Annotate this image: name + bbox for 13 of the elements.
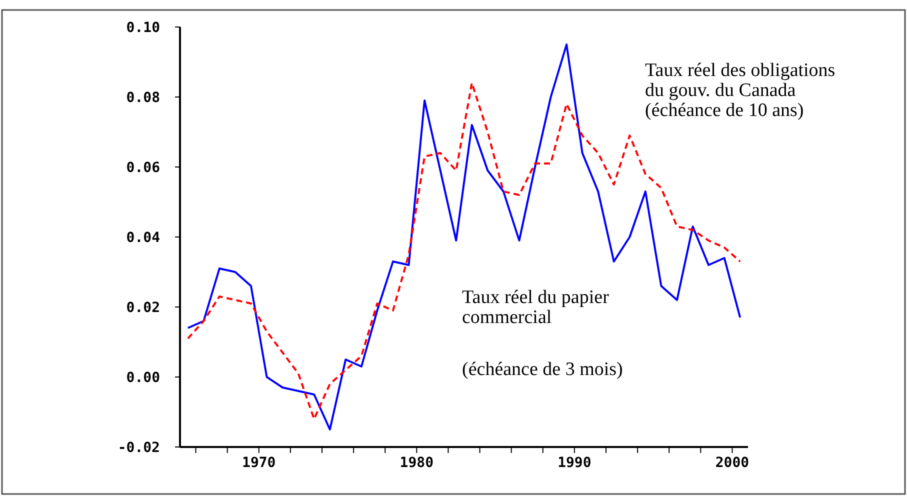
y-tick-label: 0.00 bbox=[126, 370, 160, 386]
series-label: Taux réel des obligations du gouv. du Canada (échéance de 10 ans) bbox=[645, 60, 836, 121]
x-tick-label: 1980 bbox=[400, 455, 434, 471]
y-tick-label: 0.06 bbox=[126, 160, 160, 176]
x-tick-label: 2000 bbox=[715, 455, 750, 471]
y-tick-label: 0.10 bbox=[126, 20, 160, 36]
x-tick-label: 1970 bbox=[242, 455, 276, 471]
y-tick-label: -0.02 bbox=[118, 440, 160, 456]
text: Taux réel du papier commercial (échéance de 3 mois) bbox=[462, 287, 623, 380]
x-tick-label: 1990 bbox=[558, 455, 592, 471]
y-tick-label: 0.08 bbox=[126, 90, 160, 106]
y-tick-label: 0.02 bbox=[126, 300, 160, 316]
y-tick-label: 0.04 bbox=[126, 230, 160, 246]
